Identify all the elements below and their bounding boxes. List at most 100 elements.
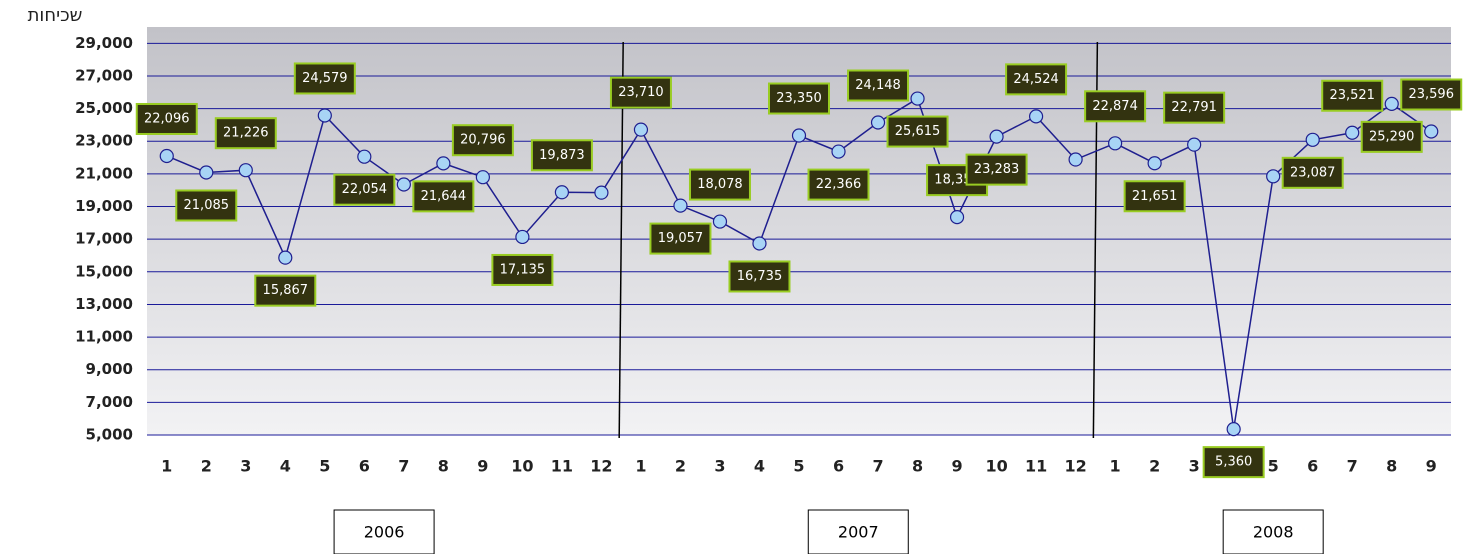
x-tick-label: 6 bbox=[833, 457, 844, 476]
y-tick-label: 7,000 bbox=[86, 393, 133, 411]
x-tick-label: 10 bbox=[511, 457, 533, 476]
data-label-box bbox=[1084, 90, 1147, 123]
y-tick-label: 17,000 bbox=[75, 230, 133, 248]
x-tick-label: 6 bbox=[359, 457, 370, 476]
data-label-box bbox=[768, 82, 830, 115]
data-label: 23,521 bbox=[1329, 88, 1375, 103]
point bbox=[199, 165, 214, 180]
x-tick-label: 6 bbox=[1307, 457, 1318, 476]
data-label-box bbox=[254, 274, 317, 307]
x-tick-label: 5 bbox=[793, 457, 804, 476]
y-tick-label: 5,000 bbox=[86, 426, 133, 444]
data-label-box bbox=[530, 139, 593, 172]
year-label: 2006 bbox=[364, 523, 405, 542]
data-label-box bbox=[965, 153, 1028, 186]
year-box bbox=[1222, 509, 1324, 554]
data-label-box bbox=[649, 222, 712, 255]
data-label-box bbox=[451, 124, 514, 157]
x-tick-label: 1 bbox=[161, 457, 172, 476]
data-label: 23,087 bbox=[1290, 165, 1336, 180]
point bbox=[1226, 422, 1241, 437]
x-tick-label: 4 bbox=[754, 457, 765, 476]
y-tick-label: 23,000 bbox=[75, 132, 133, 150]
data-label: 22,366 bbox=[816, 177, 862, 192]
data-label: 22,054 bbox=[342, 182, 388, 197]
point bbox=[396, 177, 411, 192]
data-label-box bbox=[1400, 78, 1463, 111]
x-tick-label: 5 bbox=[1268, 457, 1279, 476]
point bbox=[1384, 96, 1399, 111]
point bbox=[633, 122, 649, 137]
data-label-box bbox=[886, 115, 949, 148]
data-label: 24,524 bbox=[1013, 72, 1059, 87]
data-label-box bbox=[412, 180, 475, 213]
data-label-box bbox=[1202, 446, 1265, 479]
year-label: 2007 bbox=[838, 523, 879, 542]
data-label-box bbox=[293, 62, 356, 95]
y-tick-label: 15,000 bbox=[75, 262, 133, 280]
x-tick-label: 8 bbox=[912, 457, 923, 476]
data-label-box bbox=[728, 260, 791, 293]
point bbox=[989, 129, 1004, 144]
x-tick-label: 2 bbox=[1149, 457, 1160, 476]
data-label: 22,791 bbox=[1171, 100, 1217, 115]
x-tick-label: 3 bbox=[240, 457, 251, 476]
data-label: 21,085 bbox=[184, 198, 230, 213]
x-tick-label: 4 bbox=[280, 457, 291, 476]
data-label: 16,735 bbox=[737, 269, 783, 284]
data-label: 25,615 bbox=[895, 124, 941, 139]
y-tick-label: 19,000 bbox=[75, 197, 133, 215]
data-label: 19,873 bbox=[539, 148, 585, 163]
point bbox=[870, 115, 886, 130]
point bbox=[949, 210, 965, 225]
point bbox=[1028, 109, 1044, 124]
point bbox=[1147, 156, 1162, 171]
data-label: 17,135 bbox=[500, 262, 546, 277]
y-tick-label: 29,000 bbox=[75, 34, 133, 52]
x-tick-label: 3 bbox=[714, 457, 725, 476]
point bbox=[475, 170, 490, 185]
x-tick-label: 8 bbox=[1386, 457, 1397, 476]
point bbox=[910, 91, 925, 106]
data-label: 25,290 bbox=[1369, 129, 1415, 144]
data-label: 19,057 bbox=[658, 231, 704, 246]
data-label-box bbox=[688, 168, 751, 201]
data-label: 22,874 bbox=[1092, 99, 1138, 114]
point bbox=[712, 214, 728, 229]
point bbox=[1068, 152, 1083, 167]
point bbox=[594, 185, 609, 200]
x-tick-label: 3 bbox=[1189, 457, 1200, 476]
x-tick-label: 7 bbox=[872, 457, 883, 476]
data-label-box bbox=[847, 69, 910, 102]
point bbox=[1187, 137, 1202, 152]
x-tick-label: 2 bbox=[201, 457, 212, 476]
y-axis-label: שכיחות bbox=[28, 5, 83, 26]
point bbox=[1305, 132, 1320, 147]
data-label: 18,078 bbox=[697, 177, 743, 192]
y-tick-label: 11,000 bbox=[75, 328, 133, 346]
data-label-box bbox=[1281, 156, 1344, 189]
data-label: 23,710 bbox=[618, 85, 664, 100]
x-tick-label: 7 bbox=[398, 457, 409, 476]
point bbox=[831, 144, 846, 159]
data-label-box bbox=[333, 173, 396, 206]
data-label: 21,644 bbox=[421, 189, 467, 204]
x-tick-label: 7 bbox=[1347, 457, 1358, 476]
x-tick-label: 8 bbox=[438, 457, 449, 476]
x-tick-label: 2 bbox=[675, 457, 686, 476]
data-label: 23,350 bbox=[776, 91, 822, 106]
data-label-box bbox=[1005, 63, 1068, 96]
data-label-box bbox=[1123, 180, 1186, 213]
x-tick-label: 12 bbox=[590, 457, 612, 476]
data-label-box bbox=[214, 117, 277, 150]
x-tick-label: 1 bbox=[1110, 457, 1121, 476]
x-tick-label: 9 bbox=[1426, 457, 1437, 476]
x-tick-label: 9 bbox=[951, 457, 962, 476]
y-tick-label: 9,000 bbox=[86, 360, 133, 378]
data-label: 20,796 bbox=[460, 133, 506, 148]
y-tick-label: 13,000 bbox=[75, 295, 133, 313]
point bbox=[554, 185, 570, 200]
data-label: 23,283 bbox=[974, 162, 1020, 177]
year-label: 2008 bbox=[1253, 523, 1294, 542]
